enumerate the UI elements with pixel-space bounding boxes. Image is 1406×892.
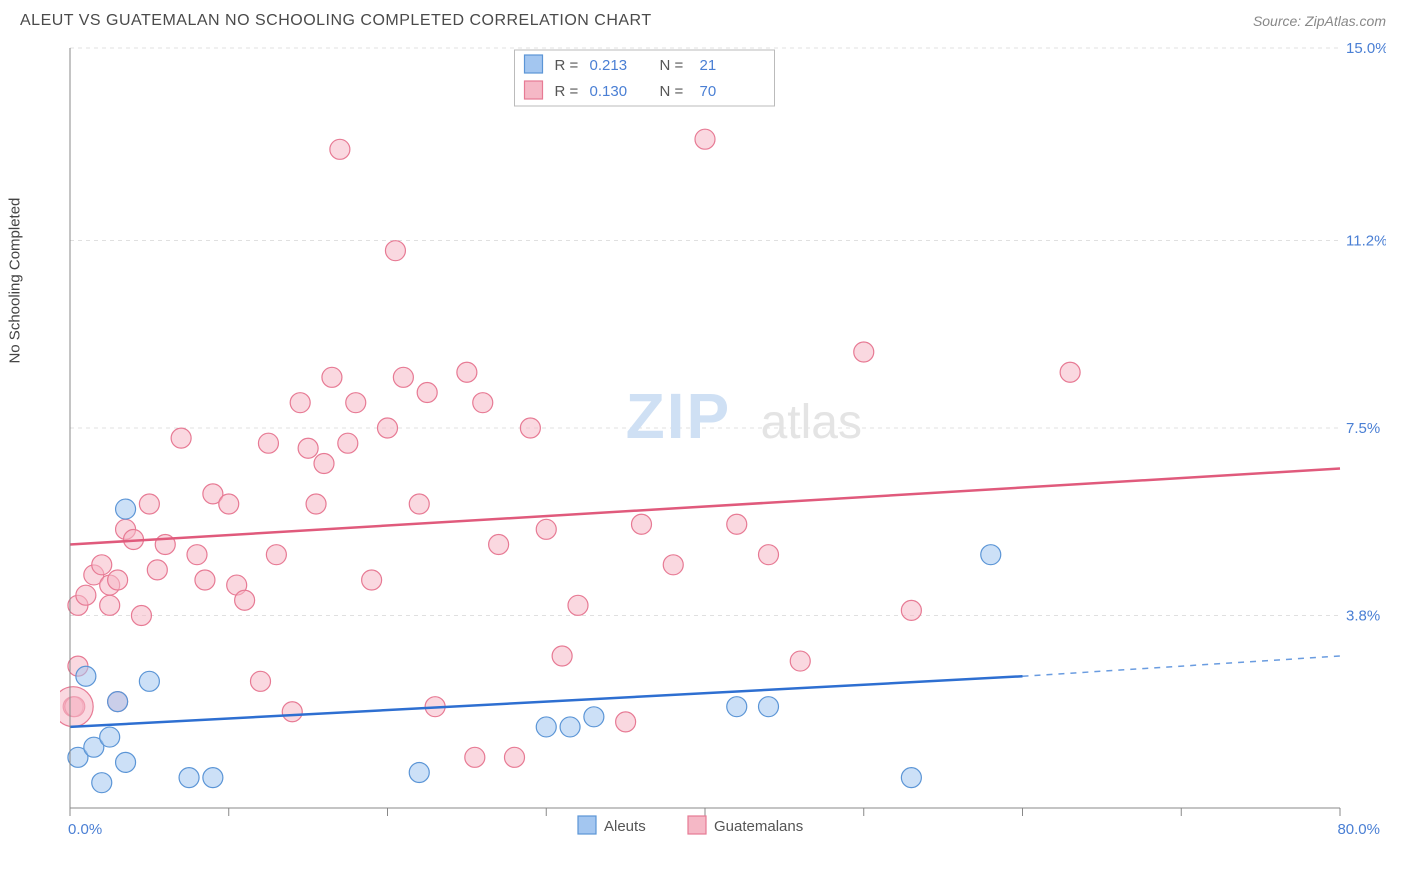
- data-point-guatemalan: [290, 393, 310, 413]
- data-point-aleut: [76, 666, 96, 686]
- data-point-guatemalan: [759, 545, 779, 565]
- data-point-guatemalan: [901, 600, 921, 620]
- data-point-guatemalan: [108, 570, 128, 590]
- data-point-guatemalan: [195, 570, 215, 590]
- svg-text:atlas: atlas: [761, 396, 862, 449]
- data-point-aleut: [536, 717, 556, 737]
- legend-swatch: [578, 816, 596, 834]
- data-point-guatemalan: [131, 605, 151, 625]
- legend-n-value: 21: [700, 57, 717, 74]
- data-point-guatemalan: [346, 393, 366, 413]
- correlation-scatter-chart: 3.8% 7.5% 11.2% 15.0% ZIP atlas 0.0% 80.0% R = 0.…: [60, 38, 1386, 838]
- data-point-guatemalan: [187, 545, 207, 565]
- legend-n-value: 70: [700, 83, 717, 100]
- y-axis-label: No Schooling Completed: [7, 198, 24, 364]
- data-point-guatemalan: [489, 535, 509, 555]
- data-point-guatemalan: [92, 555, 112, 575]
- data-point-guatemalan: [171, 428, 191, 448]
- data-point-guatemalan: [378, 418, 398, 438]
- data-point-aleut: [108, 692, 128, 712]
- legend-n-label: N =: [660, 83, 684, 100]
- y-tick-label: 15.0%: [1346, 40, 1386, 57]
- data-point-aleut: [100, 727, 120, 747]
- data-point-aleut: [409, 763, 429, 783]
- trend-line-guatemalan: [70, 469, 1340, 545]
- data-point-guatemalan: [417, 383, 437, 403]
- data-point-guatemalan: [147, 560, 167, 580]
- data-point-guatemalan: [409, 494, 429, 514]
- data-point-aleut: [139, 671, 159, 691]
- data-point-guatemalan: [219, 494, 239, 514]
- data-point-aleut: [560, 717, 580, 737]
- data-point-guatemalan: [76, 585, 96, 605]
- data-point-guatemalan: [520, 418, 540, 438]
- legend-swatch: [688, 816, 706, 834]
- data-point-guatemalan: [695, 129, 715, 149]
- data-point-guatemalan: [473, 393, 493, 413]
- data-point-aleut: [584, 707, 604, 727]
- watermark: ZIP atlas: [626, 380, 862, 452]
- data-point-guatemalan: [139, 494, 159, 514]
- data-point-aleut: [92, 773, 112, 793]
- data-point-guatemalan: [536, 519, 556, 539]
- data-point-guatemalan: [632, 514, 652, 534]
- legend-r-value: 0.130: [590, 83, 628, 100]
- legend-series-label: Guatemalans: [714, 818, 803, 835]
- data-point-guatemalan: [727, 514, 747, 534]
- data-point-guatemalan: [338, 433, 358, 453]
- legend-n-label: N =: [660, 57, 684, 74]
- trend-line-aleut-extrapolated: [1023, 656, 1341, 676]
- data-point-guatemalan: [362, 570, 382, 590]
- data-point-guatemalan: [393, 367, 413, 387]
- legend-swatch: [525, 81, 543, 99]
- data-point-aleut: [116, 752, 136, 772]
- legend-series-label: Aleuts: [604, 818, 646, 835]
- x-tick-label: 80.0%: [1337, 821, 1380, 838]
- data-point-guatemalan: [306, 494, 326, 514]
- data-point-guatemalan: [1060, 362, 1080, 382]
- data-point-guatemalan: [235, 590, 255, 610]
- data-point-guatemalan: [552, 646, 572, 666]
- data-point-guatemalan: [266, 545, 286, 565]
- y-tick-label: 7.5%: [1346, 420, 1380, 437]
- data-point-guatemalan: [330, 139, 350, 159]
- data-point-guatemalan: [60, 687, 93, 727]
- chart-title: ALEUT VS GUATEMALAN NO SCHOOLING COMPLET…: [20, 12, 652, 30]
- y-tick-label: 3.8%: [1346, 607, 1380, 624]
- data-point-guatemalan: [505, 747, 525, 767]
- x-tick-label: 0.0%: [68, 821, 102, 838]
- data-point-guatemalan: [385, 241, 405, 261]
- svg-text:ZIP: ZIP: [626, 380, 732, 452]
- data-point-aleut: [179, 768, 199, 788]
- data-point-guatemalan: [251, 671, 271, 691]
- data-point-guatemalan: [258, 433, 278, 453]
- stats-legend-box: [515, 50, 775, 106]
- legend-swatch: [525, 55, 543, 73]
- y-tick-label: 11.2%: [1346, 233, 1386, 250]
- legend-r-label: R =: [555, 83, 579, 100]
- data-point-guatemalan: [465, 747, 485, 767]
- data-point-guatemalan: [616, 712, 636, 732]
- data-point-guatemalan: [322, 367, 342, 387]
- data-point-guatemalan: [790, 651, 810, 671]
- data-point-aleut: [116, 499, 136, 519]
- source-credit: Source: ZipAtlas.com: [1253, 13, 1386, 29]
- data-point-aleut: [759, 697, 779, 717]
- data-point-guatemalan: [568, 595, 588, 615]
- data-point-aleut: [981, 545, 1001, 565]
- data-point-guatemalan: [100, 595, 120, 615]
- data-point-aleut: [203, 768, 223, 788]
- legend-r-value: 0.213: [590, 57, 628, 74]
- data-point-guatemalan: [663, 555, 683, 575]
- data-point-guatemalan: [854, 342, 874, 362]
- data-point-guatemalan: [457, 362, 477, 382]
- legend-r-label: R =: [555, 57, 579, 74]
- data-point-aleut: [727, 697, 747, 717]
- data-point-aleut: [901, 768, 921, 788]
- data-point-guatemalan: [298, 438, 318, 458]
- data-point-guatemalan: [282, 702, 302, 722]
- data-point-guatemalan: [314, 453, 334, 473]
